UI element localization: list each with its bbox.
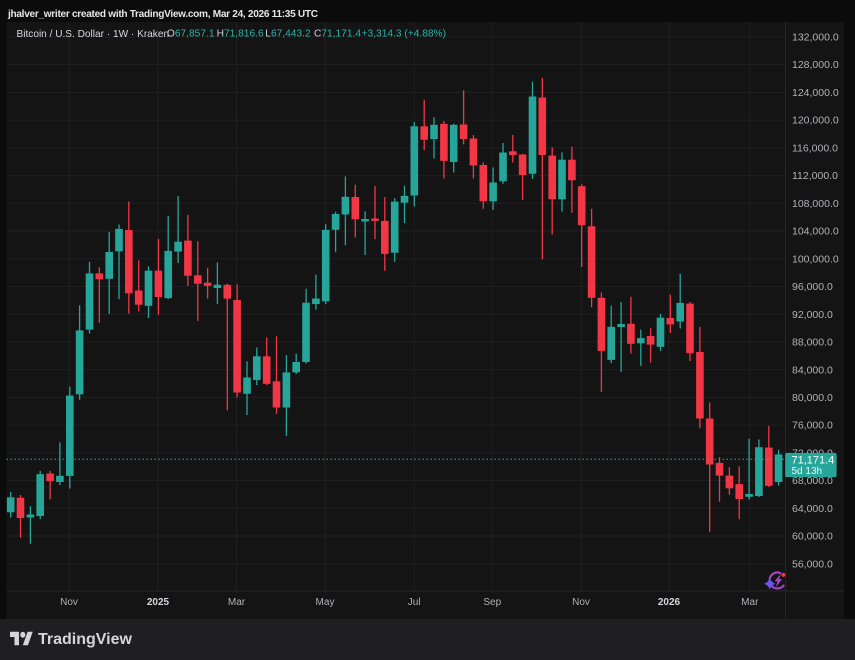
svg-text:Mar: Mar (741, 597, 759, 608)
svg-text:124,000.0: 124,000.0 (792, 87, 839, 99)
svg-text:5d 13h: 5d 13h (792, 466, 823, 477)
svg-text:Nov: Nov (572, 597, 590, 608)
svg-text:2025: 2025 (147, 597, 170, 608)
svg-text:100,000.0: 100,000.0 (792, 253, 839, 265)
svg-text:120,000.0: 120,000.0 (792, 115, 839, 127)
svg-text:2026: 2026 (658, 597, 681, 608)
svg-text:jhalver_writer created with Tr: jhalver_writer created with TradingView.… (7, 9, 319, 20)
svg-text:132,000.0: 132,000.0 (792, 32, 839, 44)
svg-text:+3,314.3 (+4.88%): +3,314.3 (+4.88%) (362, 29, 446, 40)
svg-text:L67,443.2: L67,443.2 (265, 29, 311, 40)
svg-text:88,000.0: 88,000.0 (792, 337, 833, 349)
svg-text:128,000.0: 128,000.0 (792, 59, 839, 71)
svg-text:TradingView: TradingView (38, 631, 133, 648)
svg-text:80,000.0: 80,000.0 (792, 392, 833, 404)
svg-text:112,000.0: 112,000.0 (792, 170, 838, 182)
svg-text:Mar: Mar (228, 597, 246, 608)
svg-text:116,000.0: 116,000.0 (792, 142, 838, 154)
svg-text:56,000.0: 56,000.0 (792, 558, 833, 570)
svg-text:71,171.4: 71,171.4 (792, 454, 835, 466)
svg-text:Jul: Jul (408, 597, 421, 608)
svg-text:76,000.0: 76,000.0 (792, 420, 833, 432)
svg-text:92,000.0: 92,000.0 (792, 309, 833, 321)
svg-text:84,000.0: 84,000.0 (792, 364, 833, 376)
svg-text:May: May (316, 597, 335, 608)
svg-text:108,000.0: 108,000.0 (792, 198, 839, 210)
svg-text:96,000.0: 96,000.0 (792, 281, 833, 293)
svg-text:68,000.0: 68,000.0 (792, 475, 833, 487)
svg-text:60,000.0: 60,000.0 (792, 531, 833, 543)
svg-text:Bitcoin / U.S. Dollar · 1W · K: Bitcoin / U.S. Dollar · 1W · Kraken (17, 29, 170, 40)
svg-text:104,000.0: 104,000.0 (792, 226, 839, 238)
svg-text:64,000.0: 64,000.0 (792, 503, 833, 515)
svg-text:O67,857.1: O67,857.1 (167, 29, 215, 40)
svg-text:H71,816.6: H71,816.6 (217, 29, 264, 40)
svg-text:Sep: Sep (483, 597, 501, 608)
svg-text:C71,171.4: C71,171.4 (314, 29, 361, 40)
svg-text:Nov: Nov (60, 597, 78, 608)
